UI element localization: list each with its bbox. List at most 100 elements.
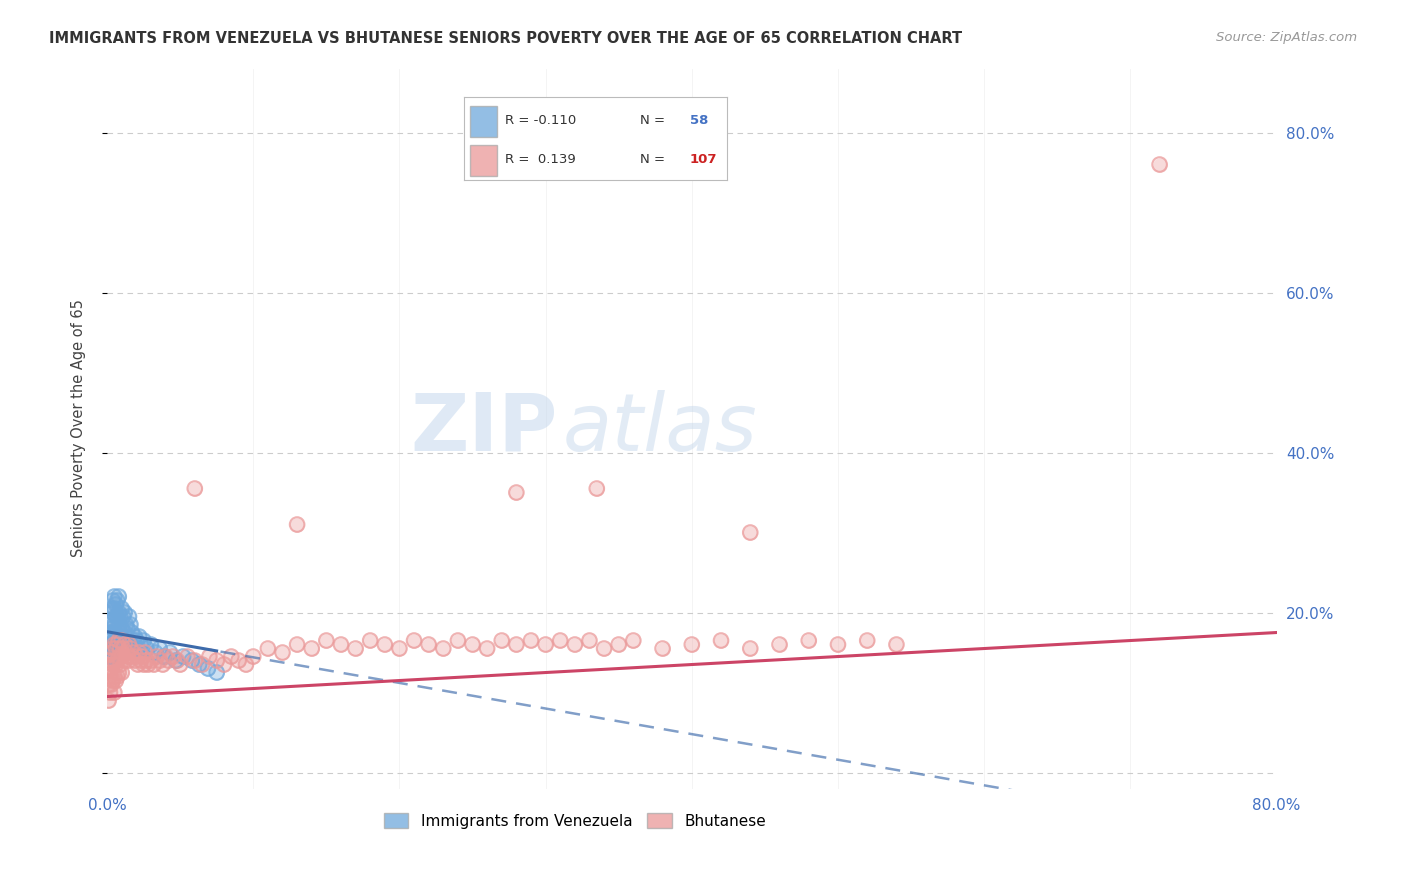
Point (165, 653, 187, 667)
Y-axis label: Seniors Poverty Over the Age of 65: Seniors Poverty Over the Age of 65 (72, 300, 86, 558)
Point (104, 598, 127, 612)
Point (155, 649, 177, 664)
Point (129, 653, 152, 667)
Point (432, 641, 454, 656)
Point (128, 630, 150, 644)
Point (117, 622, 139, 636)
Point (111, 633, 134, 648)
Point (578, 633, 600, 648)
Point (159, 646, 181, 660)
Point (97, 641, 120, 656)
Point (114, 625, 136, 640)
Point (105, 630, 128, 644)
Point (621, 633, 644, 648)
Point (118, 609, 141, 624)
Point (134, 646, 156, 660)
Point (105, 609, 128, 624)
Point (344, 641, 367, 656)
Point (107, 633, 129, 648)
Point (101, 593, 124, 607)
Point (98, 638, 121, 652)
Point (886, 638, 908, 652)
Point (621, 633, 644, 648)
Point (107, 633, 129, 648)
Point (139, 653, 162, 667)
Point (418, 638, 440, 652)
Point (461, 638, 484, 652)
Point (97, 661, 120, 675)
Point (564, 638, 586, 652)
Point (740, 641, 762, 656)
Point (142, 657, 165, 672)
Point (257, 641, 280, 656)
Point (198, 649, 221, 664)
Point (110, 625, 132, 640)
Point (114, 625, 136, 640)
Point (111, 649, 134, 664)
Point (104, 673, 127, 688)
Point (111, 601, 134, 615)
Point (111, 633, 134, 648)
Point (111, 622, 134, 636)
Point (105, 593, 128, 607)
Point (112, 641, 135, 656)
Point (97, 677, 120, 691)
Point (197, 661, 219, 675)
Point (104, 609, 127, 624)
Point (768, 638, 790, 652)
Point (172, 649, 194, 664)
Point (271, 646, 294, 660)
Point (134, 646, 156, 660)
Point (447, 633, 470, 648)
Point (112, 641, 135, 656)
Point (120, 641, 142, 656)
Point (107, 606, 129, 620)
Point (139, 638, 162, 652)
Point (475, 641, 498, 656)
Point (153, 649, 176, 664)
Point (103, 617, 125, 632)
Point (184, 653, 207, 667)
Point (585, 482, 607, 496)
Point (184, 653, 207, 667)
Point (388, 641, 411, 656)
Point (184, 482, 207, 496)
Point (359, 633, 381, 648)
Point (112, 609, 135, 624)
Point (432, 641, 454, 656)
Point (121, 649, 143, 664)
Point (128, 630, 150, 644)
Point (740, 525, 762, 540)
Point (157, 653, 180, 667)
Point (578, 633, 600, 648)
Point (149, 641, 172, 656)
Point (105, 653, 128, 667)
Point (100, 625, 122, 640)
Point (103, 590, 125, 604)
Point (169, 657, 191, 672)
Point (271, 646, 294, 660)
Point (103, 653, 125, 667)
Point (520, 633, 543, 648)
Point (198, 649, 221, 664)
Point (105, 669, 128, 683)
Point (105, 638, 128, 652)
Point (114, 606, 136, 620)
Point (228, 653, 250, 667)
Point (97, 630, 120, 644)
Point (136, 657, 159, 672)
Point (110, 641, 132, 656)
Point (212, 657, 235, 672)
Point (101, 622, 124, 636)
Point (103, 633, 125, 648)
Point (315, 633, 337, 648)
Point (143, 646, 166, 660)
Point (98, 649, 121, 664)
Point (184, 482, 207, 496)
Point (98, 685, 121, 699)
Point (110, 641, 132, 656)
Point (117, 649, 139, 664)
Point (856, 633, 879, 648)
Point (114, 653, 136, 667)
Point (101, 638, 124, 652)
